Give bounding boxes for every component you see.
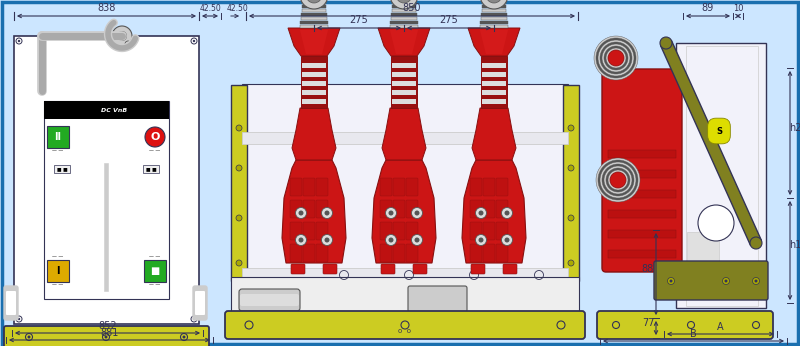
FancyBboxPatch shape bbox=[225, 311, 585, 339]
FancyBboxPatch shape bbox=[239, 289, 300, 311]
Circle shape bbox=[478, 237, 483, 243]
Text: h2: h2 bbox=[789, 123, 800, 133]
Circle shape bbox=[236, 165, 242, 171]
FancyBboxPatch shape bbox=[602, 69, 682, 272]
Text: 275: 275 bbox=[350, 15, 368, 25]
Text: 88: 88 bbox=[642, 264, 654, 274]
Text: — —: — — bbox=[150, 255, 161, 260]
Text: 10: 10 bbox=[733, 4, 743, 13]
Circle shape bbox=[182, 336, 186, 338]
Circle shape bbox=[125, 41, 131, 47]
FancyBboxPatch shape bbox=[302, 4, 326, 8]
Circle shape bbox=[386, 208, 397, 219]
Circle shape bbox=[295, 235, 306, 246]
FancyBboxPatch shape bbox=[302, 63, 326, 68]
FancyBboxPatch shape bbox=[503, 264, 517, 274]
FancyBboxPatch shape bbox=[392, 63, 416, 68]
Circle shape bbox=[390, 0, 418, 9]
Circle shape bbox=[568, 125, 574, 131]
Polygon shape bbox=[480, 30, 508, 54]
Circle shape bbox=[502, 235, 513, 246]
FancyBboxPatch shape bbox=[482, 0, 506, 4]
FancyBboxPatch shape bbox=[393, 200, 405, 218]
FancyBboxPatch shape bbox=[482, 72, 506, 77]
FancyBboxPatch shape bbox=[563, 85, 579, 281]
Circle shape bbox=[602, 164, 634, 196]
Circle shape bbox=[604, 166, 632, 194]
Circle shape bbox=[236, 125, 242, 131]
Text: 42.50: 42.50 bbox=[199, 4, 221, 13]
Circle shape bbox=[502, 208, 513, 219]
FancyBboxPatch shape bbox=[4, 286, 18, 320]
Circle shape bbox=[27, 336, 30, 338]
FancyBboxPatch shape bbox=[380, 178, 392, 196]
Circle shape bbox=[325, 237, 330, 243]
FancyBboxPatch shape bbox=[380, 222, 392, 240]
Circle shape bbox=[414, 210, 419, 216]
FancyBboxPatch shape bbox=[608, 170, 676, 178]
FancyBboxPatch shape bbox=[470, 244, 482, 262]
Circle shape bbox=[325, 210, 330, 216]
Circle shape bbox=[193, 40, 195, 42]
FancyBboxPatch shape bbox=[608, 190, 676, 198]
FancyBboxPatch shape bbox=[47, 126, 69, 148]
Circle shape bbox=[608, 50, 624, 66]
FancyBboxPatch shape bbox=[291, 264, 305, 274]
FancyBboxPatch shape bbox=[687, 232, 719, 274]
Text: O: O bbox=[150, 132, 160, 142]
FancyBboxPatch shape bbox=[380, 200, 392, 218]
FancyBboxPatch shape bbox=[290, 222, 302, 240]
FancyBboxPatch shape bbox=[4, 326, 209, 346]
Polygon shape bbox=[282, 160, 346, 263]
Circle shape bbox=[602, 44, 630, 72]
Polygon shape bbox=[300, 30, 328, 54]
Circle shape bbox=[606, 168, 630, 192]
FancyBboxPatch shape bbox=[242, 132, 568, 144]
Circle shape bbox=[753, 277, 759, 284]
FancyBboxPatch shape bbox=[482, 4, 506, 8]
FancyBboxPatch shape bbox=[390, 20, 418, 24]
Circle shape bbox=[193, 318, 195, 320]
FancyBboxPatch shape bbox=[290, 244, 302, 262]
FancyBboxPatch shape bbox=[406, 200, 418, 218]
FancyBboxPatch shape bbox=[393, 178, 405, 196]
Text: S: S bbox=[716, 127, 722, 136]
FancyBboxPatch shape bbox=[302, 9, 326, 12]
FancyBboxPatch shape bbox=[391, 12, 417, 16]
Circle shape bbox=[568, 260, 574, 266]
Polygon shape bbox=[472, 108, 516, 160]
FancyBboxPatch shape bbox=[242, 84, 568, 278]
FancyBboxPatch shape bbox=[470, 200, 482, 218]
Circle shape bbox=[389, 237, 394, 243]
Circle shape bbox=[725, 280, 727, 282]
Circle shape bbox=[411, 235, 422, 246]
Circle shape bbox=[300, 0, 328, 9]
FancyBboxPatch shape bbox=[290, 200, 302, 218]
Circle shape bbox=[610, 172, 626, 188]
Circle shape bbox=[236, 215, 242, 221]
Circle shape bbox=[18, 40, 20, 42]
Circle shape bbox=[322, 208, 333, 219]
Polygon shape bbox=[372, 160, 436, 263]
Circle shape bbox=[667, 277, 674, 284]
FancyBboxPatch shape bbox=[470, 178, 482, 196]
FancyBboxPatch shape bbox=[302, 99, 326, 104]
Circle shape bbox=[598, 160, 638, 200]
FancyBboxPatch shape bbox=[390, 25, 418, 28]
Polygon shape bbox=[661, 40, 762, 245]
FancyBboxPatch shape bbox=[482, 63, 506, 68]
FancyBboxPatch shape bbox=[301, 12, 327, 16]
FancyBboxPatch shape bbox=[323, 264, 337, 274]
FancyBboxPatch shape bbox=[44, 101, 169, 299]
FancyBboxPatch shape bbox=[381, 264, 395, 274]
Text: 881: 881 bbox=[100, 328, 118, 338]
FancyBboxPatch shape bbox=[392, 0, 416, 4]
FancyBboxPatch shape bbox=[482, 12, 507, 16]
Text: ■ ■: ■ ■ bbox=[146, 166, 156, 172]
Circle shape bbox=[660, 37, 672, 49]
FancyBboxPatch shape bbox=[413, 264, 427, 274]
Text: A: A bbox=[717, 322, 724, 332]
FancyBboxPatch shape bbox=[242, 268, 568, 280]
Text: 852: 852 bbox=[98, 321, 117, 331]
